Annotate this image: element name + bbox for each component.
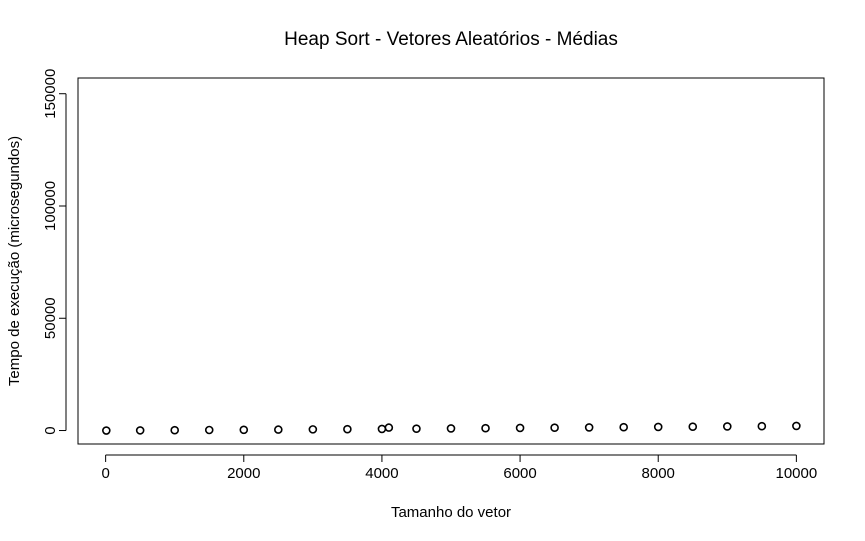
data-point <box>239 425 249 435</box>
data-point <box>274 425 283 434</box>
data-point <box>343 424 352 434</box>
x-tick-label: 6000 <box>503 465 536 482</box>
data-point <box>204 425 214 435</box>
data-point <box>308 425 318 434</box>
data-point <box>584 423 594 432</box>
x-tick-label: 8000 <box>642 465 675 482</box>
data-point <box>412 424 421 433</box>
y-tick-label: 0 <box>42 426 59 434</box>
y-tick-label: 150000 <box>42 69 59 119</box>
plot-box <box>77 77 825 445</box>
y-tick-label: 50000 <box>42 297 59 339</box>
data-point <box>619 422 628 432</box>
data-point <box>550 423 559 432</box>
data-point <box>102 426 111 435</box>
x-tick-label: 2000 <box>227 465 260 482</box>
x-tick-label: 4000 <box>365 465 398 482</box>
x-axis: 0 2000 4000 6000 8000 10000 <box>101 454 818 482</box>
data-point <box>688 422 698 432</box>
data-point <box>792 421 801 431</box>
data-point <box>515 423 525 433</box>
y-axis-label: Tempo de execução (microsegundos) <box>6 136 23 386</box>
data-point <box>653 422 663 432</box>
chart-title: Heap Sort - Vetores Aleatórios - Médias <box>284 29 618 50</box>
data-point <box>446 424 456 433</box>
x-axis-label: Tamanho do vetor <box>391 504 511 521</box>
data-point <box>377 424 387 434</box>
x-tick-label: 10000 <box>776 465 818 482</box>
data-point <box>757 421 767 431</box>
y-axis: 0 50000 100000 150000 <box>42 69 67 435</box>
data-point <box>170 425 180 435</box>
data-point <box>135 426 145 435</box>
data-point <box>722 422 732 431</box>
y-tick-label: 100000 <box>42 181 59 231</box>
x-tick-label: 0 <box>101 465 109 482</box>
data-point <box>384 423 394 432</box>
data-points <box>102 421 801 435</box>
data-point <box>481 423 490 433</box>
